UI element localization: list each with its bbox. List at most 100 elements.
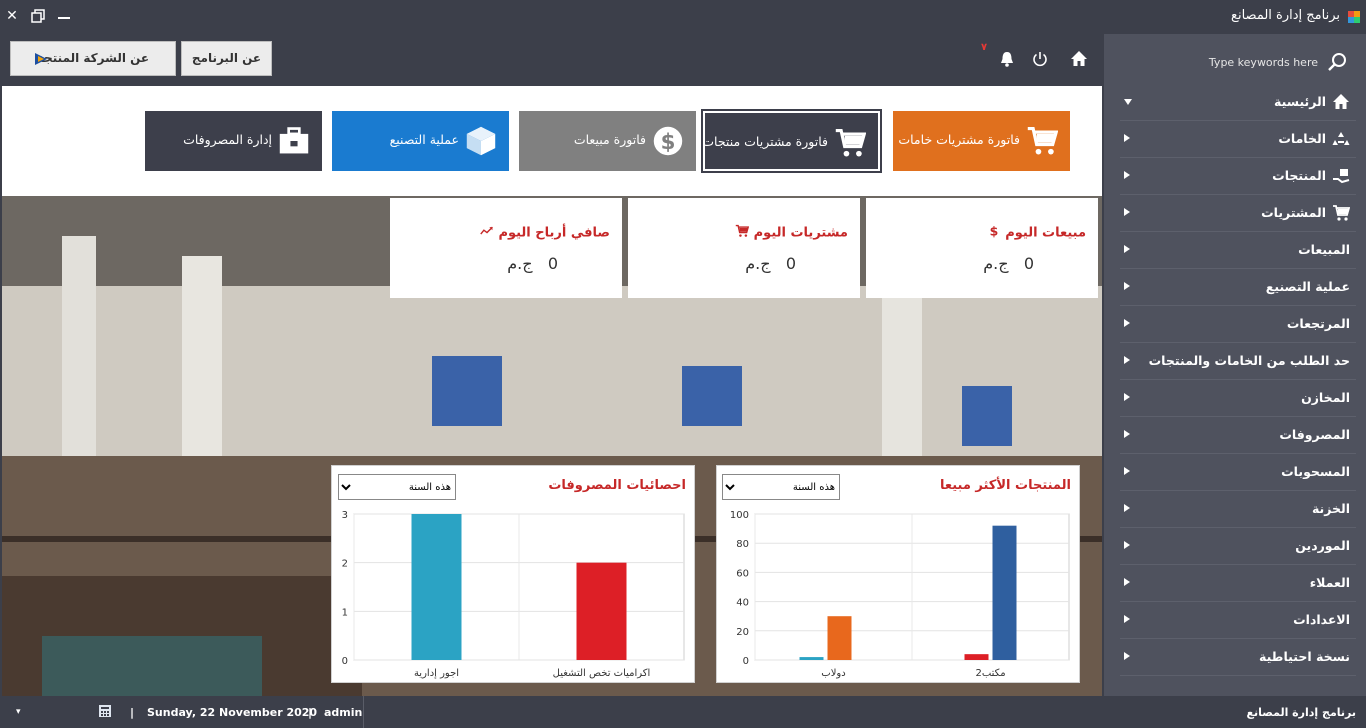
sidebar-item-label: الخزنة — [1311, 501, 1350, 516]
chevron-right-icon[interactable] — [1124, 541, 1130, 549]
minimize-icon[interactable] — [54, 6, 74, 26]
sidebar-item[interactable]: المصروفات — [1120, 417, 1356, 454]
quick-action-button[interactable]: عملية التصنيع — [332, 111, 509, 171]
expenses-chart: 0 1 2 3 اكراميات تخص التشغيل اجور إدارية — [342, 510, 685, 679]
y-tick-label: 1 — [342, 607, 348, 618]
quick-action-button[interactable]: فاتورة مشتريات منتجات — [701, 109, 882, 173]
sidebar-item[interactable]: المبيعات — [1120, 232, 1356, 269]
sidebar-item[interactable]: الخامات — [1120, 121, 1356, 158]
stat-unit: ج.م — [745, 254, 771, 273]
quick-action-label: فاتورة مشتريات منتجات — [702, 134, 828, 149]
x-tick-label: مكتب2 — [975, 668, 1005, 679]
notification-badge: ٧ — [981, 42, 988, 53]
chevron-right-icon[interactable] — [1124, 467, 1130, 475]
sidebar: الرئيسية الخامات المنتجات المشتريات المبيعات… — [1104, 34, 1366, 696]
power-icon[interactable] — [1031, 50, 1049, 68]
status-date: Sunday, 22 November 2020 — [147, 706, 318, 719]
sidebar-item[interactable]: الرئيسية — [1120, 84, 1356, 121]
sidebar-item[interactable]: العملاء — [1120, 565, 1356, 602]
chevron-right-icon[interactable] — [1124, 245, 1130, 253]
expenses-panel: احصائيات المصروفات هذه السنة 0 1 2 3 اكراميا… — [331, 465, 695, 683]
sidebar-item-label: الموردين — [1295, 538, 1350, 553]
chevron-right-icon[interactable] — [1124, 134, 1130, 142]
stat-label: مبيعات اليوم $ — [987, 224, 1086, 242]
sidebar-item[interactable]: حد الطلب من الخامات والمنتجات — [1120, 343, 1356, 380]
about-program-button[interactable]: عن البرنامج — [181, 41, 272, 76]
quick-action-button[interactable]: إدارة المصروفات — [145, 111, 322, 171]
y-tick-label: 0 — [342, 656, 348, 667]
dollar-circle-icon: $ — [652, 125, 684, 157]
chevron-right-icon[interactable] — [1124, 208, 1130, 216]
search-input[interactable] — [1118, 52, 1318, 72]
chevron-down-icon[interactable] — [1124, 99, 1132, 105]
chevron-right-icon[interactable] — [1124, 615, 1130, 623]
bar — [827, 616, 852, 660]
status-dropdown-icon[interactable]: ▾ — [16, 707, 21, 717]
sidebar-item[interactable]: المنتجات — [1120, 158, 1356, 195]
chevron-right-icon[interactable] — [1124, 282, 1130, 290]
y-tick-label: 40 — [736, 598, 749, 609]
sidebar-item[interactable]: نسخة احتياطية — [1120, 639, 1356, 676]
restore-icon[interactable] — [28, 6, 48, 26]
search-icon[interactable] — [1326, 51, 1348, 73]
top-products-panel: المنتجات الأكثر مبيعا هذه السنة 0 20 40 60 8… — [716, 465, 1080, 683]
cart-icon — [1332, 204, 1351, 222]
app-icon — [1348, 11, 1360, 23]
hand-box-icon — [1332, 167, 1350, 185]
sidebar-item[interactable]: المسحوبات — [1120, 454, 1356, 491]
home-icon[interactable] — [1070, 50, 1088, 68]
close-icon[interactable]: ✕ — [6, 8, 18, 24]
chevron-right-icon[interactable] — [1124, 430, 1130, 438]
about-company-button[interactable]: عن الشركة المنتجة — [10, 41, 176, 76]
status-divider — [363, 696, 364, 728]
stat-label: صافي أرباح اليوم — [480, 224, 610, 242]
quick-action-label: إدارة المصروفات — [183, 132, 272, 147]
chevron-right-icon[interactable] — [1124, 578, 1130, 586]
recycle-icon — [1332, 130, 1350, 148]
y-tick-label: 80 — [736, 539, 749, 550]
toolbox-icon — [278, 125, 310, 157]
sidebar-item-label: العملاء — [1309, 575, 1350, 590]
bar — [964, 654, 989, 660]
cart-icon — [735, 224, 750, 242]
sidebar-item[interactable]: عملية التصنيع — [1120, 269, 1356, 306]
cart-icon — [1026, 125, 1059, 157]
bell-icon[interactable] — [998, 50, 1016, 68]
stat-value: 0 ج.م — [983, 254, 1034, 273]
trend-icon — [480, 224, 494, 242]
sidebar-item-label: حد الطلب من الخامات والمنتجات — [1148, 353, 1350, 368]
sidebar-item[interactable]: المرتجعات — [1120, 306, 1356, 343]
sidebar-item-label: الرئيسية — [1274, 94, 1326, 109]
chevron-right-icon[interactable] — [1124, 393, 1130, 401]
stat-unit: ج.م — [983, 254, 1009, 273]
chevron-right-icon[interactable] — [1124, 319, 1130, 327]
quick-action-button[interactable]: فاتورة مشتريات خامات — [893, 111, 1070, 171]
sidebar-item[interactable]: المخازن — [1120, 380, 1356, 417]
sidebar-item-label: المشتريات — [1261, 205, 1326, 220]
sidebar-item[interactable]: المشتريات — [1120, 195, 1356, 232]
search-box[interactable] — [1108, 50, 1348, 74]
quick-action-label: عملية التصنيع — [389, 132, 459, 147]
top-products-title: المنتجات الأكثر مبيعا — [939, 478, 1071, 493]
quick-action-button[interactable]: فاتورة مبيعات $ — [519, 111, 696, 171]
company-logo-icon — [35, 53, 47, 65]
sidebar-item[interactable]: الاعدادات — [1120, 602, 1356, 639]
status-user: admin — [324, 706, 363, 719]
chevron-right-icon[interactable] — [1124, 652, 1130, 660]
about-company-label: عن الشركة المنتجة — [36, 51, 150, 65]
sidebar-item[interactable]: الخزنة — [1120, 491, 1356, 528]
chevron-right-icon[interactable] — [1124, 504, 1130, 512]
top-products-period-select[interactable]: هذه السنة — [722, 474, 840, 500]
calculator-icon[interactable] — [98, 704, 112, 718]
sidebar-item-label: المرتجعات — [1286, 316, 1350, 331]
y-tick-label: 20 — [736, 627, 749, 638]
status-bar: ▾ | Sunday, 22 November 2020 | admin برن… — [0, 696, 1366, 728]
stat-label-text: مشتريات اليوم — [753, 225, 848, 241]
chevron-right-icon[interactable] — [1124, 171, 1130, 179]
sidebar-item-label: عملية التصنيع — [1265, 279, 1350, 294]
sidebar-item[interactable]: الموردين — [1120, 528, 1356, 565]
home-icon — [1332, 93, 1350, 111]
expenses-period-select[interactable]: هذه السنة — [338, 474, 456, 500]
dashboard-content: فاتورة مشتريات خامات فاتورة مشتريات منتجا… — [2, 86, 1102, 696]
chevron-right-icon[interactable] — [1124, 356, 1130, 364]
